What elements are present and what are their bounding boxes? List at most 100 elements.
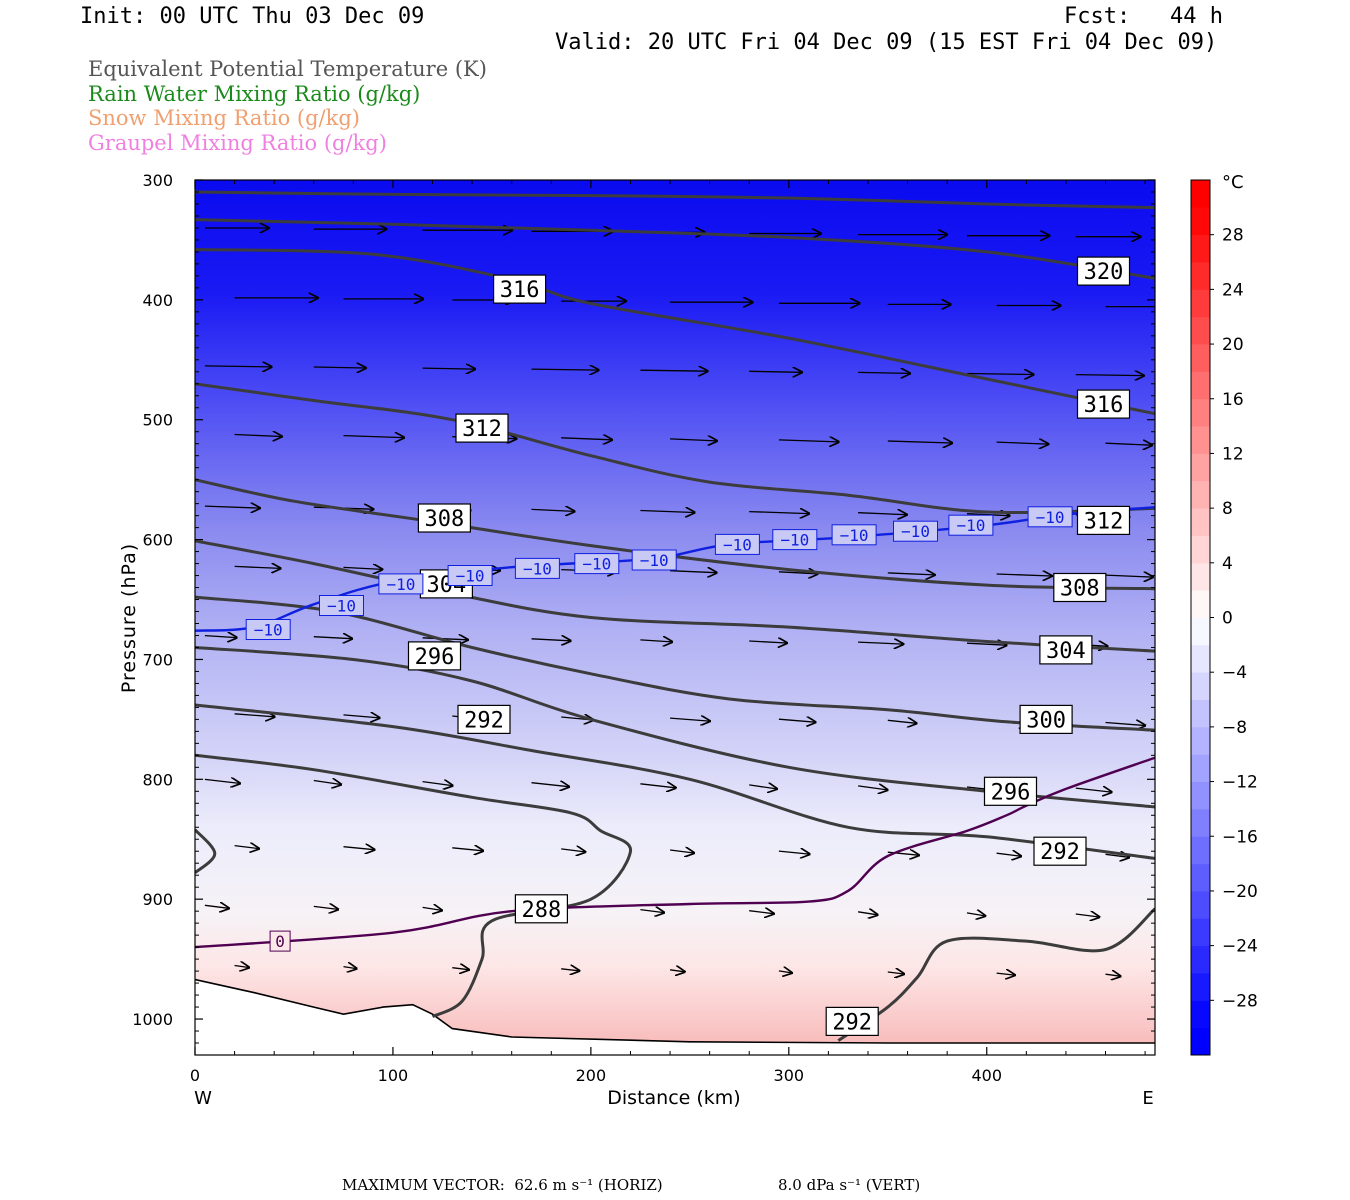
y-tick-label: 500 — [142, 411, 173, 430]
wind-vector — [204, 636, 237, 638]
wind-vector — [1105, 443, 1152, 445]
colorbar-label: 8 — [1222, 499, 1233, 519]
theta-e-contour — [195, 382, 1155, 515]
colorbar-band — [1191, 344, 1210, 372]
y-tick-label: 800 — [142, 770, 173, 789]
temperature-label: −10 — [582, 555, 611, 574]
wind-vector — [1105, 723, 1145, 726]
contour-label: 308 — [425, 507, 465, 532]
temperature-label: −10 — [523, 559, 552, 578]
y-tick-label: 400 — [142, 291, 173, 310]
axes: 300 400 500 600 700 800 900 1000 0 100 200 300 400 — [132, 171, 1155, 1085]
colorbar-band — [1191, 590, 1210, 618]
legend-theta-e: Equivalent Potential Temperature (K) — [88, 57, 487, 81]
colorbar-band — [1191, 262, 1210, 290]
colorbar-label: 12 — [1222, 444, 1244, 464]
theta-e-contour — [195, 248, 1155, 416]
terrain — [195, 978, 1155, 1055]
colorbar-unit: °C — [1222, 172, 1244, 193]
colorbar-label: 20 — [1222, 335, 1244, 355]
colorbar-band — [1191, 207, 1210, 236]
colorbar-band — [1191, 426, 1210, 454]
colorbar-band — [1191, 918, 1210, 947]
colorbar-label: 28 — [1222, 226, 1244, 246]
contour-label: 312 — [1084, 509, 1124, 534]
x-tick-label: 400 — [971, 1066, 1002, 1085]
contour-label: 312 — [462, 417, 502, 442]
wind-vector — [778, 719, 815, 722]
wind-vector — [996, 574, 1052, 576]
valid-time: Valid: 20 UTC Fri 04 Dec 09 (15 EST Fri … — [555, 30, 1218, 55]
temperature-label-box — [447, 565, 493, 586]
wind-vector — [422, 368, 475, 369]
colorbar-band — [1191, 644, 1210, 673]
wind-vector — [531, 783, 569, 787]
wind-vector — [778, 440, 839, 442]
wind-vector — [640, 640, 672, 642]
temperature-label-box — [948, 514, 994, 536]
wind-vector — [996, 853, 1021, 856]
wind-vector — [422, 782, 453, 786]
contour-label-box — [825, 1006, 879, 1037]
wind-vector — [670, 970, 684, 972]
wind-vector — [343, 567, 383, 569]
colorbar-label: 4 — [1222, 554, 1233, 574]
contour-label-box — [1076, 256, 1131, 286]
theta-e-contour — [195, 190, 1155, 210]
wind-vector — [778, 572, 818, 574]
temperature-label-box — [1027, 506, 1073, 528]
colorbar-band — [1191, 973, 1210, 1001]
ground-fill — [195, 979, 1155, 1055]
temperature-label-box — [245, 619, 291, 640]
temperature-label: −10 — [840, 526, 869, 545]
wind-vector — [996, 442, 1048, 444]
wind-vector — [640, 511, 694, 513]
contour-label-box — [514, 894, 569, 924]
wind-vector — [343, 715, 380, 718]
wind-vector — [561, 438, 612, 440]
contour-label: 320 — [1084, 260, 1124, 285]
wind-vector — [531, 509, 575, 511]
contour-label: 296 — [415, 645, 455, 670]
wind-vector — [640, 370, 707, 371]
colorbar-band — [1191, 1000, 1210, 1029]
wind-vector — [531, 369, 599, 370]
temperature-label: 0 — [275, 932, 285, 951]
theta-e-contour — [195, 828, 217, 874]
colorbar-band — [1191, 480, 1210, 509]
y-tick-label: 700 — [142, 650, 173, 669]
temperature-label: −10 — [327, 597, 356, 616]
x-tick-label: 300 — [774, 1066, 805, 1085]
contour-label: 296 — [991, 780, 1031, 805]
contour-labels: 3163203163123123083083043042963002922962… — [245, 256, 1131, 1037]
contour-label: 316 — [1084, 393, 1124, 418]
colorbar-band — [1191, 754, 1210, 782]
contour-label: 292 — [832, 1010, 872, 1035]
wind-vector — [313, 367, 366, 368]
colorbar-band — [1191, 289, 1210, 318]
theta-e-contour — [195, 218, 1155, 280]
temperature-label: −10 — [901, 522, 930, 541]
temperature-label: −10 — [386, 575, 415, 594]
wind-vector — [313, 781, 341, 785]
colorbar-band — [1191, 836, 1210, 865]
wind-vector — [887, 573, 935, 575]
wind-vector — [670, 718, 710, 721]
temperature-label: −10 — [956, 516, 985, 535]
wind-vector — [996, 973, 1015, 975]
colorbar: 28 24 20 16 12 8 4 0 −4 −8 −12 −16 −20 −24 −28 — [1190, 179, 1258, 1056]
colorbar-band — [1191, 808, 1210, 837]
contour-label: 292 — [464, 708, 504, 733]
contour-label-box — [1076, 505, 1131, 535]
legend-snow: Snow Mixing Ratio (g/kg) — [88, 106, 360, 130]
wind-vector — [640, 910, 663, 913]
contour-label-box — [493, 274, 547, 304]
wind-vector — [670, 850, 694, 853]
contour-label-box — [1039, 635, 1093, 665]
wind-vector — [313, 906, 338, 909]
colorbar-label: 0 — [1222, 609, 1233, 629]
wind-vector — [234, 846, 259, 849]
temperature-label: −10 — [254, 621, 283, 640]
wind-vector — [1075, 914, 1099, 917]
y-axis-label: Pressure (hPa) — [118, 543, 140, 693]
